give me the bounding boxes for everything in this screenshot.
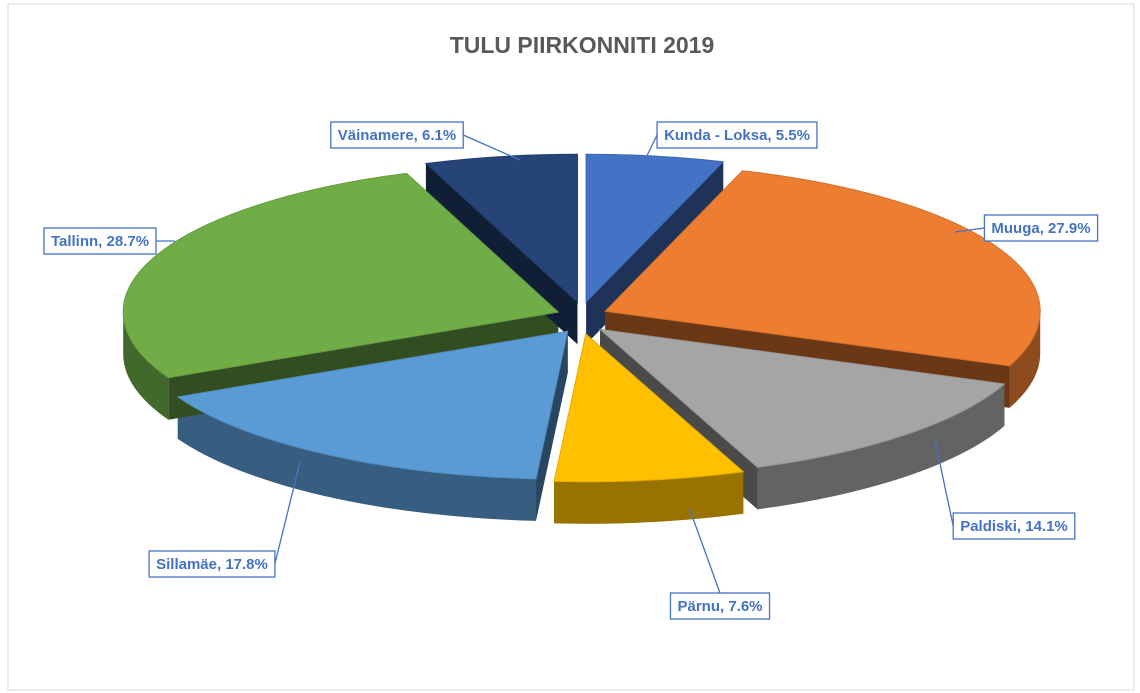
- leader-line: [274, 461, 301, 565]
- chart-title: TULU PIIRKONNITI 2019: [450, 32, 715, 58]
- pie-slice: [598, 328, 1006, 468]
- pie-slice: [176, 330, 569, 480]
- data-label: Pärnu, 7.6%: [677, 598, 762, 615]
- data-label-box: [43, 227, 157, 255]
- data-label: Väinamere, 6.1%: [338, 127, 456, 144]
- data-label-box: [330, 121, 464, 149]
- slice-side: [177, 396, 537, 521]
- data-label-box: [656, 121, 818, 149]
- pie-slice: [604, 170, 1041, 367]
- leader-line: [954, 227, 985, 233]
- slice-side: [554, 471, 744, 524]
- slice-side: [1009, 311, 1041, 408]
- slice-tops: [122, 153, 1041, 483]
- data-label-box: [148, 550, 276, 578]
- data-label: Tallinn, 28.7%: [51, 233, 149, 250]
- data-label: Sillamäe, 17.8%: [156, 556, 268, 573]
- pie-slice: [424, 153, 578, 304]
- data-label: Paldiski, 14.1%: [960, 518, 1068, 535]
- leader-line: [639, 134, 658, 171]
- pie-slice: [585, 153, 725, 304]
- data-label-box: [952, 512, 1076, 540]
- pie-slice: [553, 332, 745, 483]
- slice-side: [757, 383, 1005, 510]
- data-label: Kunda - Loksa, 5.5%: [664, 127, 810, 144]
- slice-side: [123, 312, 169, 420]
- data-label-box: [669, 592, 771, 620]
- data-label-box: [983, 214, 1099, 242]
- slice-cut-face: [536, 331, 568, 521]
- pie-slice: [122, 172, 560, 379]
- data-labels: Kunda - Loksa, 5.5% Muuga, 27.9% Paldiski,…: [43, 121, 1099, 620]
- leader-line: [934, 439, 954, 527]
- leader-line: [462, 134, 521, 161]
- data-label: Muuga, 27.9%: [991, 220, 1090, 237]
- leader-line: [689, 509, 721, 594]
